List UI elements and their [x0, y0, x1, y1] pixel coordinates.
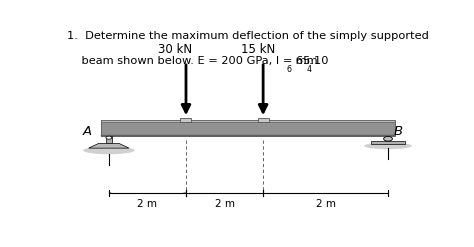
FancyArrow shape — [109, 192, 114, 194]
Text: beam shown below. E = 200 GPa, I = 65.10: beam shown below. E = 200 GPa, I = 65.10 — [66, 56, 328, 66]
Bar — [372, 141, 404, 144]
Text: B: B — [393, 125, 403, 138]
Polygon shape — [89, 143, 129, 148]
Text: 1.  Determine the maximum deflection of the simply supported: 1. Determine the maximum deflection of t… — [66, 31, 428, 41]
Bar — [258, 118, 269, 122]
Text: 15 kN: 15 kN — [241, 43, 275, 56]
Text: 2 m: 2 m — [137, 199, 157, 209]
Text: 2 m: 2 m — [316, 199, 336, 209]
Text: 30 kN: 30 kN — [158, 43, 192, 56]
Bar — [101, 120, 395, 136]
Text: mm: mm — [292, 56, 318, 66]
Bar — [101, 120, 395, 123]
Bar — [106, 136, 112, 143]
Circle shape — [383, 137, 392, 141]
Text: A: A — [83, 125, 92, 138]
Ellipse shape — [364, 143, 412, 149]
FancyArrow shape — [181, 192, 186, 194]
Text: 6: 6 — [286, 65, 291, 74]
Bar — [181, 118, 191, 122]
Text: 4: 4 — [306, 65, 311, 74]
Ellipse shape — [83, 147, 135, 154]
Bar — [101, 135, 395, 136]
Circle shape — [106, 136, 112, 139]
Text: .: . — [309, 56, 313, 66]
Text: 2 m: 2 m — [215, 199, 235, 209]
